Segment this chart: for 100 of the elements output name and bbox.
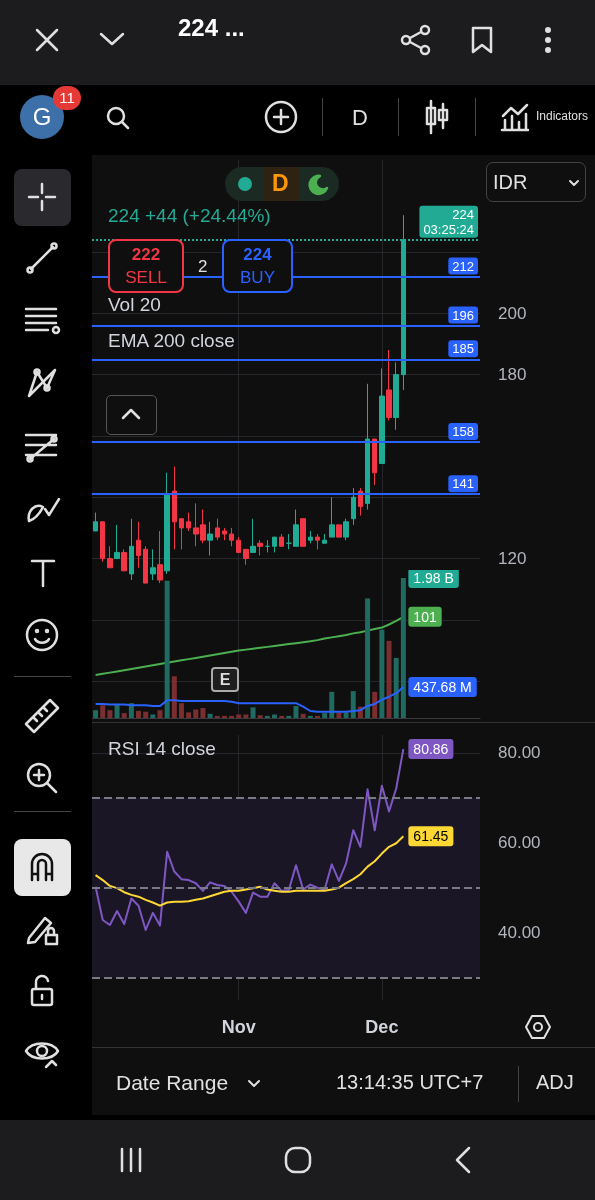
bar <box>107 710 113 718</box>
bar <box>100 705 106 718</box>
annotation: 222 <box>131 245 161 264</box>
annotation: 224 +44 (+24.44%) <box>108 205 271 227</box>
bar <box>136 710 142 718</box>
chart-title: 224 ... <box>178 14 245 42</box>
candlestick <box>329 496 335 538</box>
annotation: RSI 14 close <box>108 738 216 760</box>
candlestick <box>150 548 156 581</box>
bar <box>393 657 399 718</box>
candlestick <box>157 530 163 584</box>
annotation: D <box>272 170 289 197</box>
ref-line-label: 185 <box>452 341 474 357</box>
y-tick-label: 200 <box>498 303 527 323</box>
status-pill: D <box>225 167 339 201</box>
annotation: EMA 200 close <box>108 330 235 352</box>
text: 11 <box>53 86 81 110</box>
bar <box>379 629 385 718</box>
text: 437.68 M <box>413 679 472 696</box>
candlestick <box>300 518 306 547</box>
bar <box>307 715 313 718</box>
bar <box>329 691 335 718</box>
bar <box>229 715 235 718</box>
y-tick-label: 180 <box>498 365 527 385</box>
candlestick <box>315 533 320 550</box>
candlestick <box>386 349 392 422</box>
candlestick <box>351 487 356 526</box>
candlestick <box>308 530 313 544</box>
candlestick <box>143 545 148 584</box>
bar <box>400 578 406 718</box>
candlestick <box>229 527 234 547</box>
candlestick <box>379 367 385 465</box>
bar <box>221 715 227 718</box>
candlestick <box>100 521 105 563</box>
bar <box>200 708 206 718</box>
candlestick <box>343 518 349 541</box>
bar <box>372 691 378 718</box>
candlestick <box>136 521 141 569</box>
x-tick-label: Dec <box>365 1017 399 1037</box>
ref-line-label: 196 <box>452 307 474 323</box>
candlestick <box>272 536 277 553</box>
x-tick-label: Nov <box>221 1017 256 1037</box>
candlestick <box>372 438 377 486</box>
bar <box>143 711 149 718</box>
ref-line-label: 141 <box>452 476 474 492</box>
candlestick <box>121 548 127 572</box>
data-label: 80.86 <box>413 741 449 758</box>
bar <box>164 580 170 718</box>
ref-line-label: 158 <box>452 424 474 440</box>
candlestick <box>250 518 256 553</box>
annotation: 2 <box>198 257 208 277</box>
bar <box>314 715 320 718</box>
data-label: 101 <box>413 608 437 625</box>
bar <box>121 713 127 718</box>
ref-line-label: 212 <box>452 258 474 274</box>
ref-line-label: 224 03:25:24 <box>423 206 474 237</box>
y-tick-label: 60.00 <box>498 833 541 853</box>
candlestick <box>129 518 134 581</box>
candlestick <box>215 518 220 541</box>
data-label: 61.45 <box>413 828 449 845</box>
text: 13:14:35 UTC+7 <box>336 1071 484 1094</box>
sell-button: 222 SELL <box>108 239 184 293</box>
candlestick <box>179 518 184 550</box>
text: 1.98 B <box>413 570 454 586</box>
candlestick <box>365 383 370 511</box>
y-tick-label: 120 <box>498 549 527 569</box>
bar <box>264 715 270 718</box>
text: D <box>352 105 368 131</box>
candlestick <box>114 524 120 560</box>
candlestick <box>279 533 284 547</box>
bar <box>293 705 299 718</box>
bar <box>93 710 99 718</box>
candlestick <box>236 536 241 553</box>
annotation: E <box>211 667 239 692</box>
bar <box>286 715 292 718</box>
annotation: Vol 20 <box>108 294 161 316</box>
candlestick <box>243 548 249 566</box>
bar <box>157 710 163 718</box>
candlestick <box>164 472 170 575</box>
y-tick-label: 80.00 <box>498 743 541 763</box>
candlestick <box>265 539 270 553</box>
bar <box>386 640 392 718</box>
candlestick <box>336 524 342 538</box>
bar <box>178 703 184 718</box>
candlestick <box>222 527 227 541</box>
bar <box>193 709 199 718</box>
candlestick <box>93 512 98 532</box>
candlestick <box>172 466 177 550</box>
candlestick <box>186 512 191 532</box>
bar <box>214 715 220 718</box>
bar <box>186 712 192 718</box>
bar <box>350 691 356 718</box>
candlestick <box>107 545 113 569</box>
y-tick-label: 40.00 <box>498 923 541 943</box>
candlestick <box>257 539 263 557</box>
candlestick <box>207 521 213 557</box>
text: ADJ <box>536 1071 574 1094</box>
bar <box>322 713 328 718</box>
text: Date Range <box>116 1071 229 1096</box>
candlestick <box>393 361 399 431</box>
